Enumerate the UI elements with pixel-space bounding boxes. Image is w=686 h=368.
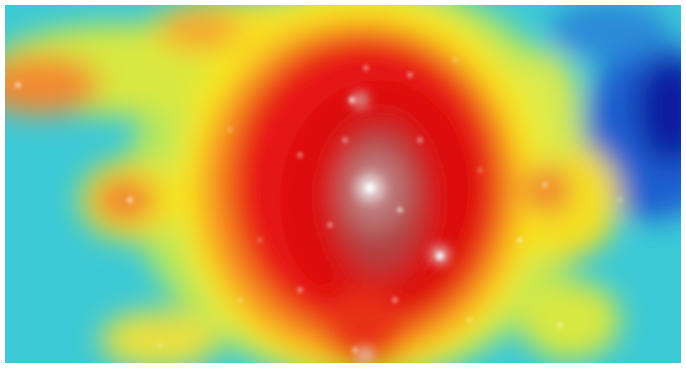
halos xyxy=(15,58,622,352)
